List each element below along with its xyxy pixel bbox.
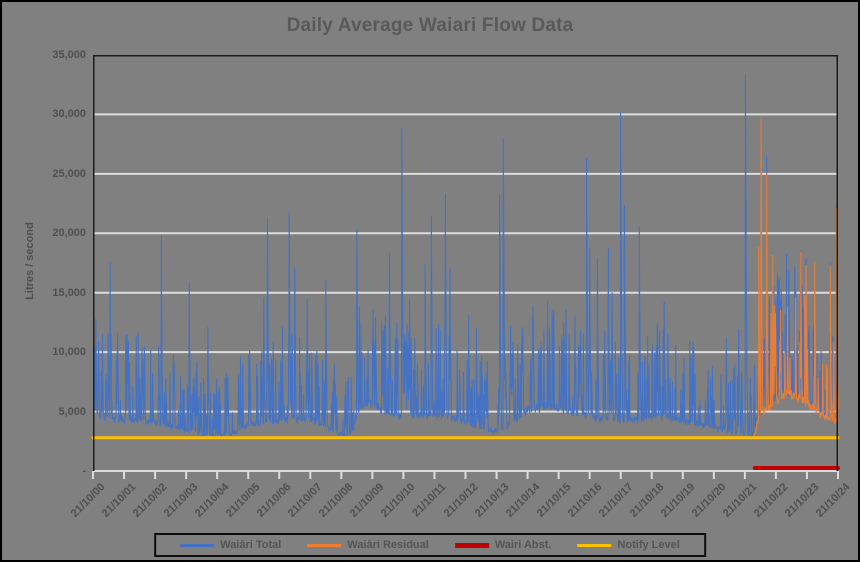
y-tick-label: 5,000 bbox=[58, 405, 86, 418]
legend-line-swatch bbox=[180, 543, 215, 547]
chart-title: Daily Average Waiari Flow Data bbox=[286, 15, 574, 36]
legend-item-waiari-total: Waiāri Total bbox=[180, 539, 281, 551]
y-tick-label: 15,000 bbox=[52, 286, 86, 299]
plot-svg bbox=[91, 55, 841, 479]
legend-item-waiari-residual: Waiāri Residual bbox=[307, 539, 429, 551]
x-tick-label: 21/10/10 bbox=[379, 481, 418, 520]
legend-line-swatch bbox=[307, 543, 342, 547]
legend: Waiāri Total Waiāri Residual Wairi Abst.… bbox=[154, 533, 706, 557]
y-tick-label: 35,000 bbox=[52, 49, 86, 61]
legend-line-swatch bbox=[577, 543, 612, 547]
x-tick-label: 21/10/12 bbox=[441, 481, 480, 520]
legend-label: Wairi Abst. bbox=[494, 539, 552, 551]
y-tick-label: 30,000 bbox=[52, 108, 86, 121]
legend-label: Waiāri Total bbox=[220, 539, 282, 551]
legend-label: Waiāri Residual bbox=[347, 539, 429, 551]
y-tick-label: - bbox=[82, 465, 86, 477]
y-tick-label: 10,000 bbox=[52, 346, 86, 359]
legend-item-notify-level: Notify Level bbox=[577, 539, 680, 551]
y-tick-label: 20,000 bbox=[52, 227, 86, 240]
legend-line-swatch bbox=[454, 542, 489, 548]
legend-item-wairi-abst: Wairi Abst. bbox=[454, 539, 552, 551]
plot-area bbox=[91, 55, 841, 479]
y-tick-label: 25,000 bbox=[52, 167, 86, 180]
legend-label: Notify Level bbox=[617, 539, 680, 551]
